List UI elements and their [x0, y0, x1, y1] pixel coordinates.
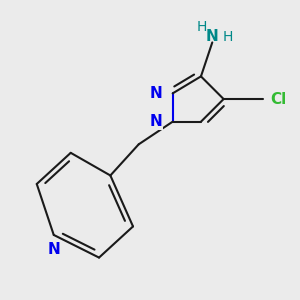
Text: N: N [150, 114, 163, 129]
Text: N: N [150, 86, 163, 101]
Text: Cl: Cl [270, 92, 286, 106]
Text: N: N [47, 242, 60, 257]
Text: N: N [206, 29, 219, 44]
Text: H: H [197, 20, 207, 34]
Text: H: H [223, 30, 233, 44]
